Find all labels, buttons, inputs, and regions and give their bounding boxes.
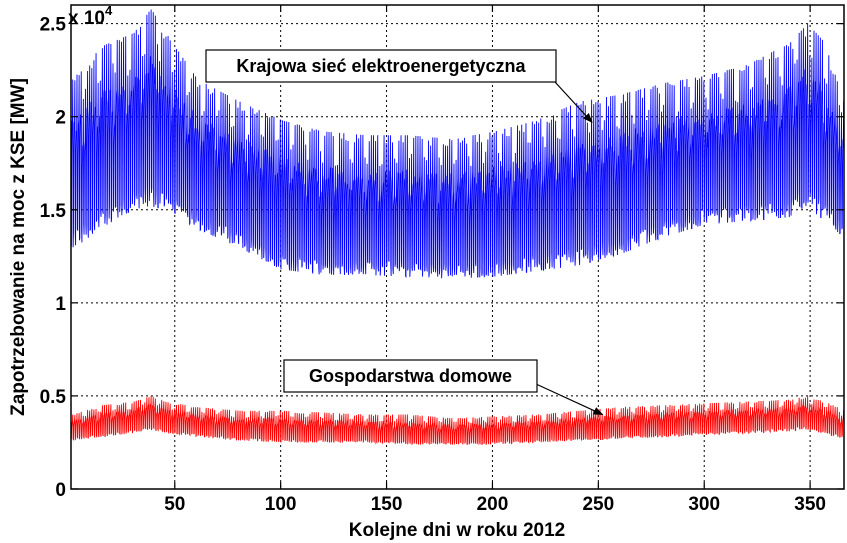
- y-tick-label-4: 2: [55, 108, 66, 129]
- y-tick-label-3: 1.5: [40, 201, 67, 222]
- x-tick-label-5: 300: [688, 494, 720, 515]
- x-tick-label-4: 250: [582, 494, 614, 515]
- y-multiplier-exponent: 4: [105, 3, 113, 18]
- y-tick-label-1: 0.5: [40, 387, 67, 408]
- y-tick-label-2: 1: [55, 294, 66, 315]
- ticks: [71, 5, 844, 490]
- x-tick-labels: 50 100 150 200 250 300 350: [164, 494, 826, 515]
- x-axis-label: Kolejne dni w roku 2012: [349, 520, 565, 541]
- x-tick-label-2: 150: [371, 494, 403, 515]
- y-multiplier: x 104: [68, 3, 113, 29]
- series-line-0: [70, 9, 845, 279]
- y-tick-label-5: 2.5: [40, 15, 67, 36]
- x-tick-label-3: 200: [477, 494, 509, 515]
- x-tick-label-1: 100: [265, 494, 297, 515]
- annotations: Krajowa sieć elektroenergetyczna Gospodar…: [205, 49, 604, 416]
- annotation-box-1: [283, 359, 538, 393]
- annotation-arrow-1: [535, 383, 604, 416]
- annotation-arrow-0: [554, 81, 593, 124]
- series-line-1: [70, 395, 845, 446]
- y-tick-label-0: 0: [55, 480, 66, 501]
- series-layer: [70, 9, 845, 446]
- annotation-box-0: [205, 49, 557, 83]
- y-tick-labels: 0 0.5 1 1.5 2 2.5: [40, 15, 67, 501]
- y-axis-label: Zapotrzebowanie na moc z KSE [MW]: [8, 78, 29, 416]
- x-tick-label-0: 50: [164, 494, 185, 515]
- plot-frame: [70, 4, 845, 490]
- annotation-text-1: Gospodarstwa domowe: [309, 366, 512, 386]
- x-tick-label-6: 350: [794, 494, 826, 515]
- annotation-text-0: Krajowa sieć elektroenergetyczna: [236, 56, 526, 76]
- y-multiplier-base: x 10: [68, 8, 105, 29]
